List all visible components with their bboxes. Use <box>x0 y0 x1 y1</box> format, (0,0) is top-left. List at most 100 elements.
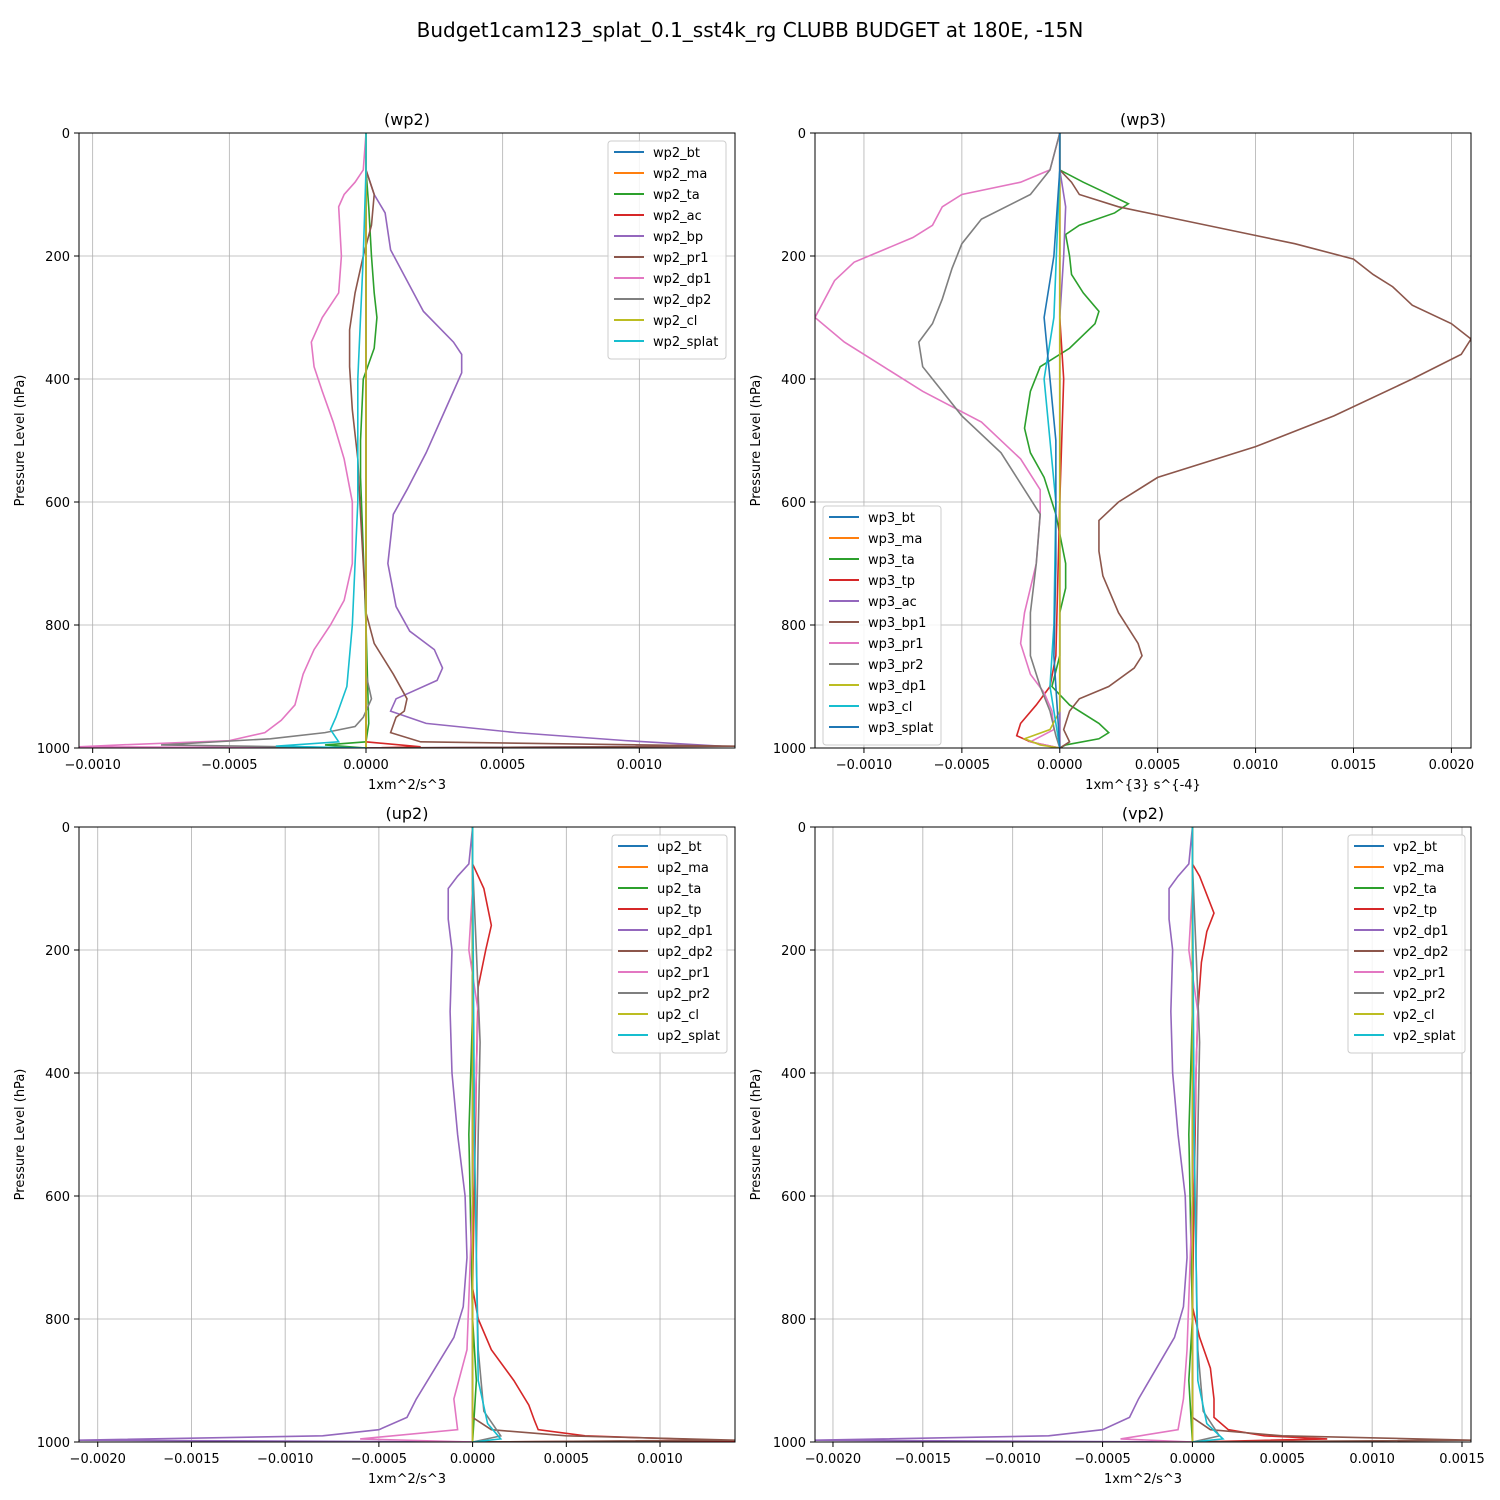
x-axis-label: 1xm^2/s^3 <box>368 778 446 793</box>
x-tick-label: 0.0010 <box>1349 1452 1395 1467</box>
legend-entry: vp2_ma <box>1393 861 1444 876</box>
legend-entry: wp3_dp1 <box>868 679 926 694</box>
y-tick-label: 600 <box>781 496 806 511</box>
x-tick-label: 0.0005 <box>480 758 526 773</box>
series-line-vp2_pr1 <box>1120 827 1199 1442</box>
x-tick-label: 0.0015 <box>1331 758 1377 773</box>
x-tick-label: 0.0005 <box>1260 1452 1306 1467</box>
x-tick-label: −0.0010 <box>257 1452 313 1467</box>
series-group <box>815 827 1471 1442</box>
series-line-wp3_dp1 <box>1022 133 1061 748</box>
legend-entry: wp2_ma <box>653 167 707 182</box>
legend-entry: wp3_ac <box>868 595 917 610</box>
x-tick-label: 0.0000 <box>1170 1452 1216 1467</box>
x-tick-label: −0.0010 <box>985 1452 1041 1467</box>
legend-box <box>1347 834 1466 1054</box>
chart-title: (up2) <box>386 804 429 823</box>
axes-frame <box>78 132 736 749</box>
legend-entry: wp3_pr2 <box>868 658 924 673</box>
y-tick-label: 800 <box>45 1313 70 1328</box>
legend: vp2_bt vp2_ma vp2_ta vp2_tp vp2_dp1 vp2_dp2vp… <box>1347 834 1466 1054</box>
y-axis-label: Pressure Level (hPa) <box>13 1069 28 1201</box>
series-line-wp3_pr1 <box>815 133 1061 748</box>
y-axis-label: Pressure Level (hPa) <box>13 375 28 507</box>
y-tick-label: 200 <box>781 250 806 265</box>
series-line-wp3_pr2 <box>917 133 1061 748</box>
y-tick-label: 600 <box>781 1190 806 1205</box>
legend-entry: wp2_bp <box>653 230 703 245</box>
legend-entry: wp2_pr1 <box>653 251 709 266</box>
x-tick-label: 0.0015 <box>1439 1452 1485 1467</box>
series-line-wp2_ta <box>324 133 378 748</box>
series-line-up2_splat <box>471 827 503 1442</box>
chart-panel-2: −0.0020 −0.0015 −0.0010 −0.0005 0.0000 0.0005… <box>13 804 736 1487</box>
y-tick-label: 400 <box>781 1067 806 1082</box>
series-line-vp2_dp1 <box>815 827 1194 1442</box>
x-axis-label: 1xm^2/s^3 <box>1104 1472 1182 1487</box>
series-line-wp2_bp <box>365 133 722 748</box>
legend-entry: wp2_dp2 <box>653 293 711 308</box>
legend-box <box>607 140 727 360</box>
y-tick-label: 0 <box>798 821 806 836</box>
legend-entry: vp2_bt <box>1393 840 1437 855</box>
series-group <box>79 827 735 1442</box>
legend-entry: wp3_splat <box>868 721 933 736</box>
legend-entry: up2_dp2 <box>657 945 713 960</box>
legend-entry: up2_splat <box>657 1029 720 1044</box>
legend: wp3_bt wp3_ma wp3_ta wp3_tp wp3_ac wp3_bp1 wp3… <box>822 505 942 746</box>
x-tick-label: 0.0010 <box>637 1452 683 1467</box>
chart-panel-1: −0.0010 −0.0005 0.0000 0.0005 0.0010 0.0015 0.… <box>749 110 1474 793</box>
legend-entry: up2_pr1 <box>657 966 710 981</box>
legend: up2_bt up2_ma up2_ta up2_tp up2_dp1 up2_dp2up… <box>611 834 728 1054</box>
x-axis-label: 1xm^2/s^3 <box>368 1472 446 1487</box>
series-line-vp2_pr2 <box>1191 827 1221 1442</box>
x-tick-label: 0.0010 <box>617 758 663 773</box>
legend-entry: up2_dp1 <box>657 924 713 939</box>
series-line-up2_pr2 <box>471 827 503 1442</box>
series-line-wp3_ta <box>1023 133 1130 748</box>
panels-group: −0.0010 −0.0005 0.0000 0.0005 0.0010 0 200 400 6… <box>13 110 1485 1487</box>
chart-title: (wp3) <box>1120 110 1166 129</box>
y-tick-label: 400 <box>45 373 70 388</box>
y-tick-label: 1000 <box>773 1436 806 1451</box>
legend-entry: vp2_cl <box>1393 1008 1434 1023</box>
x-tick-label: −0.0020 <box>70 1452 126 1467</box>
series-line-up2_dp1 <box>79 827 474 1442</box>
y-tick-label: 400 <box>45 1067 70 1082</box>
axes-frame <box>814 826 1472 1443</box>
y-tick-label: 200 <box>45 944 70 959</box>
series-line-wp2_dp2 <box>160 133 373 748</box>
axes-frame <box>78 826 736 1443</box>
y-tick-label: 1000 <box>37 1436 70 1451</box>
legend-entry: up2_pr2 <box>657 987 710 1002</box>
legend-entry: wp2_splat <box>653 335 718 350</box>
x-tick-label: −0.0005 <box>351 1452 407 1467</box>
legend-entry: up2_bt <box>657 840 702 855</box>
legend-entry: wp3_ma <box>868 532 922 547</box>
x-tick-label: 0.0010 <box>1233 758 1279 773</box>
legend-entry: up2_tp <box>657 903 702 918</box>
figure-title: Budget1cam123_splat_0.1_sst4k_rg CLUBB B… <box>417 18 1084 42</box>
legend-entry: wp2_dp1 <box>653 272 711 287</box>
y-tick-label: 200 <box>45 250 70 265</box>
legend-entry: wp3_cl <box>868 700 912 715</box>
legend-entry: vp2_pr1 <box>1393 966 1446 981</box>
chart-title: (vp2) <box>1122 804 1164 823</box>
y-tick-label: 800 <box>781 619 806 634</box>
legend-entry: vp2_tp <box>1393 903 1437 918</box>
x-tick-label: −0.0005 <box>1074 1452 1130 1467</box>
x-tick-label: 0.0005 <box>544 1452 590 1467</box>
legend-entry: vp2_ta <box>1393 882 1437 897</box>
legend-entry: wp3_ta <box>868 553 915 568</box>
y-tick-label: 1000 <box>37 742 70 757</box>
x-tick-label: 0.0000 <box>343 758 389 773</box>
legend-entry: wp2_cl <box>653 314 697 329</box>
x-tick-label: 0.0005 <box>1135 758 1181 773</box>
y-tick-label: 200 <box>781 944 806 959</box>
legend-entry: wp3_pr1 <box>868 637 924 652</box>
chart-title: (wp2) <box>384 110 430 129</box>
series-line-wp2_pr1 <box>348 133 735 748</box>
legend-entry: up2_ma <box>657 861 709 876</box>
legend-entry: vp2_pr2 <box>1393 987 1446 1002</box>
axes-frame <box>814 132 1472 749</box>
